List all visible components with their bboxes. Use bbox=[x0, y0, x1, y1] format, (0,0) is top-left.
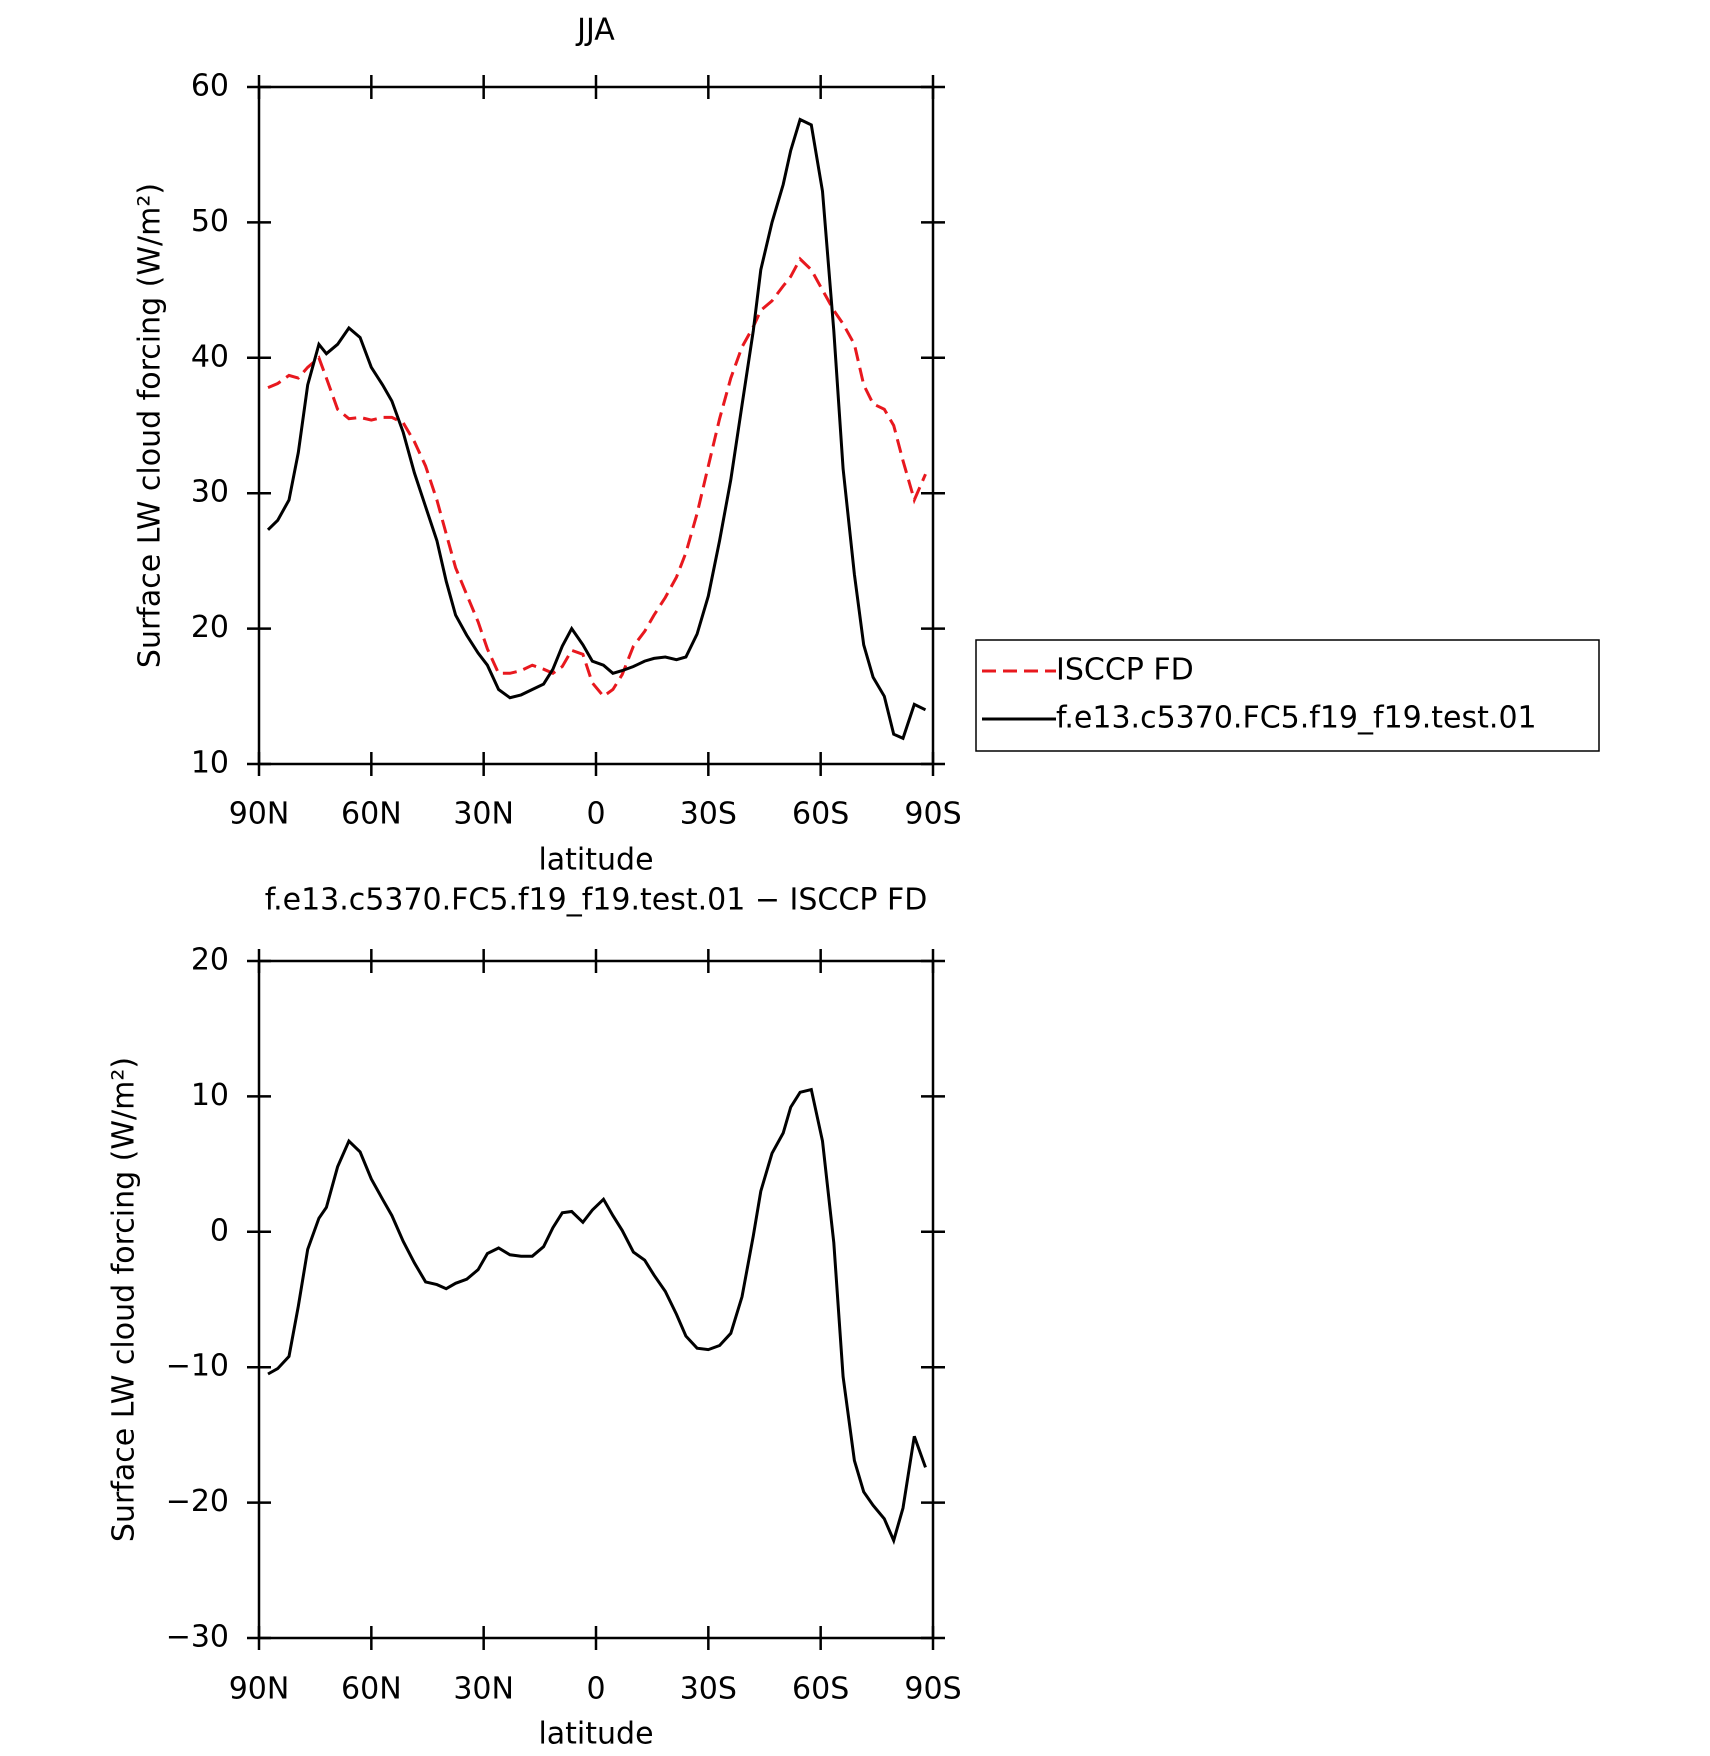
x-tick-label: 30S bbox=[680, 797, 737, 832]
y-tick-label: 20 bbox=[191, 610, 229, 645]
x-tick-label: 90N bbox=[229, 797, 290, 832]
y-tick-label: −30 bbox=[166, 1620, 229, 1655]
x-tick-label: 60S bbox=[792, 1672, 849, 1707]
y-tick-label: 50 bbox=[191, 204, 229, 239]
x-tick-label: 60S bbox=[792, 797, 849, 832]
y-tick-label: 0 bbox=[210, 1213, 229, 1248]
y-tick-label: −20 bbox=[166, 1484, 229, 1519]
y-tick-label: 10 bbox=[191, 746, 229, 781]
x-tick-label: 90S bbox=[904, 797, 961, 832]
x-tick-label: 60N bbox=[341, 797, 402, 832]
x-tick-label: 60N bbox=[341, 1672, 402, 1707]
y-tick-label: 30 bbox=[191, 475, 229, 510]
y-tick-label: −10 bbox=[166, 1349, 229, 1384]
y-tick-label: 20 bbox=[191, 943, 229, 978]
x-tick-label: 30N bbox=[453, 797, 514, 832]
data-line bbox=[266, 117, 927, 741]
x-tick-label: 90S bbox=[904, 1672, 961, 1707]
x-tick-label: 90N bbox=[229, 1672, 290, 1707]
chart-title: JJA bbox=[575, 13, 615, 48]
x-tick-label: 0 bbox=[586, 1672, 605, 1707]
x-tick-label: 0 bbox=[586, 797, 605, 832]
y-axis-label: Surface LW cloud forcing (W/m²) bbox=[107, 1057, 142, 1542]
legend-box bbox=[975, 639, 1600, 752]
legend-label: f.e13.c5370.FC5.f19_f19.test.01 bbox=[1056, 701, 1537, 736]
plot-frame bbox=[257, 85, 935, 766]
y-tick-label: 10 bbox=[191, 1078, 229, 1113]
x-tick-label: 30S bbox=[680, 1672, 737, 1707]
data-line bbox=[267, 256, 927, 699]
plot-frame bbox=[257, 959, 935, 1640]
chart-title: f.e13.c5370.FC5.f19_f19.test.01 − ISCCP … bbox=[265, 883, 928, 918]
x-axis-label: latitude bbox=[538, 843, 653, 878]
legend-label: ISCCP FD bbox=[1056, 653, 1194, 688]
y-tick-label: 40 bbox=[191, 339, 229, 374]
data-line bbox=[267, 1087, 927, 1545]
x-tick-label: 30N bbox=[453, 1672, 514, 1707]
x-axis-label: latitude bbox=[538, 1717, 653, 1752]
y-tick-label: 60 bbox=[191, 69, 229, 104]
y-axis-label: Surface LW cloud forcing (W/m²) bbox=[133, 183, 168, 668]
